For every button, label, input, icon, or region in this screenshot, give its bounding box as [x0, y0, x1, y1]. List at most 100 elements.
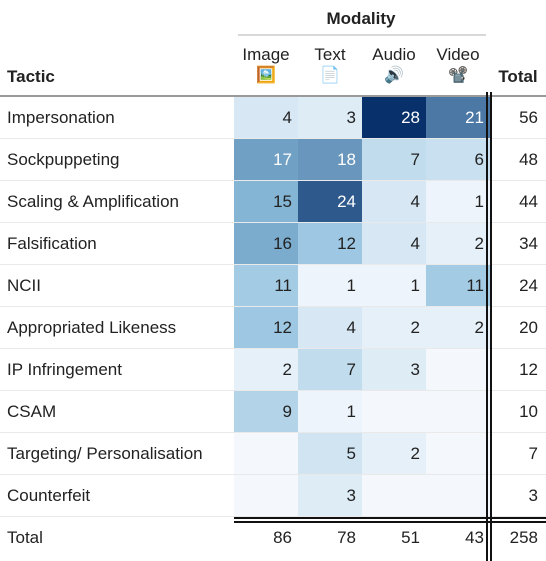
totals-cell-audio: 51	[401, 528, 420, 547]
heatmap-cell-audio: 1	[362, 265, 426, 307]
row-tactic-label: Counterfeit	[7, 486, 91, 505]
framed-picture-icon: 🖼️	[256, 67, 276, 84]
heatmap-cell-audio: 7	[362, 139, 426, 181]
heatmap-cell-image: 4	[234, 97, 298, 139]
heatmap-cell-text: 3	[298, 475, 362, 517]
grand-total-cell: 258	[509, 528, 538, 547]
table-row: CSAM 9 1 10	[0, 391, 546, 433]
column-header-image: Image	[242, 45, 290, 64]
heatmap-cell-image	[234, 475, 298, 517]
column-header-text: Text	[314, 45, 346, 64]
row-divider	[0, 516, 546, 517]
tactic-column-header: Tactic	[7, 67, 55, 86]
table-row: Appropriated Likeness 12 4 2 2 20	[0, 307, 546, 349]
heatmap-cell-video	[426, 391, 490, 433]
row-total-cell: 24	[519, 276, 538, 295]
row-total-cell: 48	[519, 150, 538, 169]
heatmap-cell-image: 16	[234, 223, 298, 265]
heatmap-cell-text: 4	[298, 307, 362, 349]
heatmap-cell-text: 24	[298, 181, 362, 223]
row-divider	[0, 180, 546, 181]
totals-cell-text: 78	[337, 528, 356, 547]
totals-row-double-rule	[234, 517, 546, 523]
row-total-cell: 56	[519, 108, 538, 127]
heatmap-cell-text: 18	[298, 139, 362, 181]
column-header-audio: Audio	[372, 45, 416, 64]
row-divider	[0, 222, 546, 223]
row-total-cell: 34	[519, 234, 538, 253]
heatmap-cell-image: 17	[234, 139, 298, 181]
heatmap-cell-image	[234, 433, 298, 475]
row-total-cell: 7	[528, 444, 538, 463]
heatmap-cell-video	[426, 475, 490, 517]
heatmap-cell-text: 3	[298, 97, 362, 139]
row-total-cell: 44	[519, 192, 538, 211]
row-divider	[0, 432, 546, 433]
heatmap-cell-audio: 4	[362, 181, 426, 223]
heatmap-cell-audio: 3	[362, 349, 426, 391]
heatmap-cell-text: 7	[298, 349, 362, 391]
modality-spanner-line	[238, 34, 486, 36]
row-divider	[0, 138, 546, 139]
row-total-cell: 20	[519, 318, 538, 337]
row-tactic-label: CSAM	[7, 402, 57, 421]
heatmap-cell-video: 2	[426, 307, 490, 349]
film-projector-icon: 📽️	[448, 67, 468, 84]
column-header-video: Video	[436, 45, 480, 64]
totals-cell-image: 86	[273, 528, 292, 547]
heatmap-cell-text: 1	[298, 391, 362, 433]
row-total-cell: 10	[519, 402, 538, 421]
heatmap-cell-image: 15	[234, 181, 298, 223]
row-total-cell: 3	[528, 486, 538, 505]
row-tactic-label: Falsification	[7, 234, 97, 253]
row-tactic-label: Sockpuppeting	[7, 150, 120, 169]
heatmap-cell-video	[426, 433, 490, 475]
speaker-icon: 🔊	[384, 67, 404, 84]
header-rule	[0, 95, 546, 97]
heatmap-cell-text: 12	[298, 223, 362, 265]
modality-group-header: Modality	[326, 9, 396, 28]
row-tactic-label: NCII	[7, 276, 41, 295]
total-column-double-rule	[486, 92, 492, 561]
table-row: Counterfeit 3 3	[0, 475, 546, 517]
row-divider	[0, 390, 546, 391]
table-row: Scaling & Amplification 15 24 4 1 44	[0, 181, 546, 223]
heatmap-cell-video	[426, 349, 490, 391]
table-row: Falsification 16 12 4 2 34	[0, 223, 546, 265]
row-divider	[0, 264, 546, 265]
row-divider	[0, 474, 546, 475]
heatmap-cell-audio: 2	[362, 433, 426, 475]
heatmap-cell-image: 11	[234, 265, 298, 307]
row-divider	[0, 306, 546, 307]
totals-row-label: Total	[7, 528, 43, 547]
heatmap-cell-image: 9	[234, 391, 298, 433]
row-tactic-label: Appropriated Likeness	[7, 318, 177, 337]
heatmap-cell-video: 1	[426, 181, 490, 223]
heatmap-cell-text: 1	[298, 265, 362, 307]
heatmap-cell-video: 2	[426, 223, 490, 265]
table-row: Impersonation 4 3 28 21 56	[0, 97, 546, 139]
heatmap-cell-audio	[362, 391, 426, 433]
row-tactic-label: Targeting/ Personalisation	[7, 444, 203, 463]
heatmap-cell-image: 12	[234, 307, 298, 349]
heatmap-cell-video: 21	[426, 97, 490, 139]
row-divider	[0, 348, 546, 349]
row-tactic-label: Impersonation	[7, 108, 115, 127]
table-row: IP Infringement 2 7 3 12	[0, 349, 546, 391]
heatmap-cell-audio	[362, 475, 426, 517]
heatmap-cell-audio: 2	[362, 307, 426, 349]
heatmap-cell-video: 6	[426, 139, 490, 181]
total-column-header: Total	[498, 67, 538, 86]
heatmap-cell-audio: 28	[362, 97, 426, 139]
heatmap-cell-audio: 4	[362, 223, 426, 265]
table-row: NCII 11 1 1 11 24	[0, 265, 546, 307]
table-row: Targeting/ Personalisation 5 2 7	[0, 433, 546, 475]
totals-cell-video: 43	[465, 528, 484, 547]
row-tactic-label: Scaling & Amplification	[7, 192, 179, 211]
heatmap-cell-image: 2	[234, 349, 298, 391]
row-tactic-label: IP Infringement	[7, 360, 122, 379]
page-document-icon: 📄	[320, 67, 340, 84]
table-row: Sockpuppeting 17 18 7 6 48	[0, 139, 546, 181]
heatmap-cell-text: 5	[298, 433, 362, 475]
row-total-cell: 12	[519, 360, 538, 379]
